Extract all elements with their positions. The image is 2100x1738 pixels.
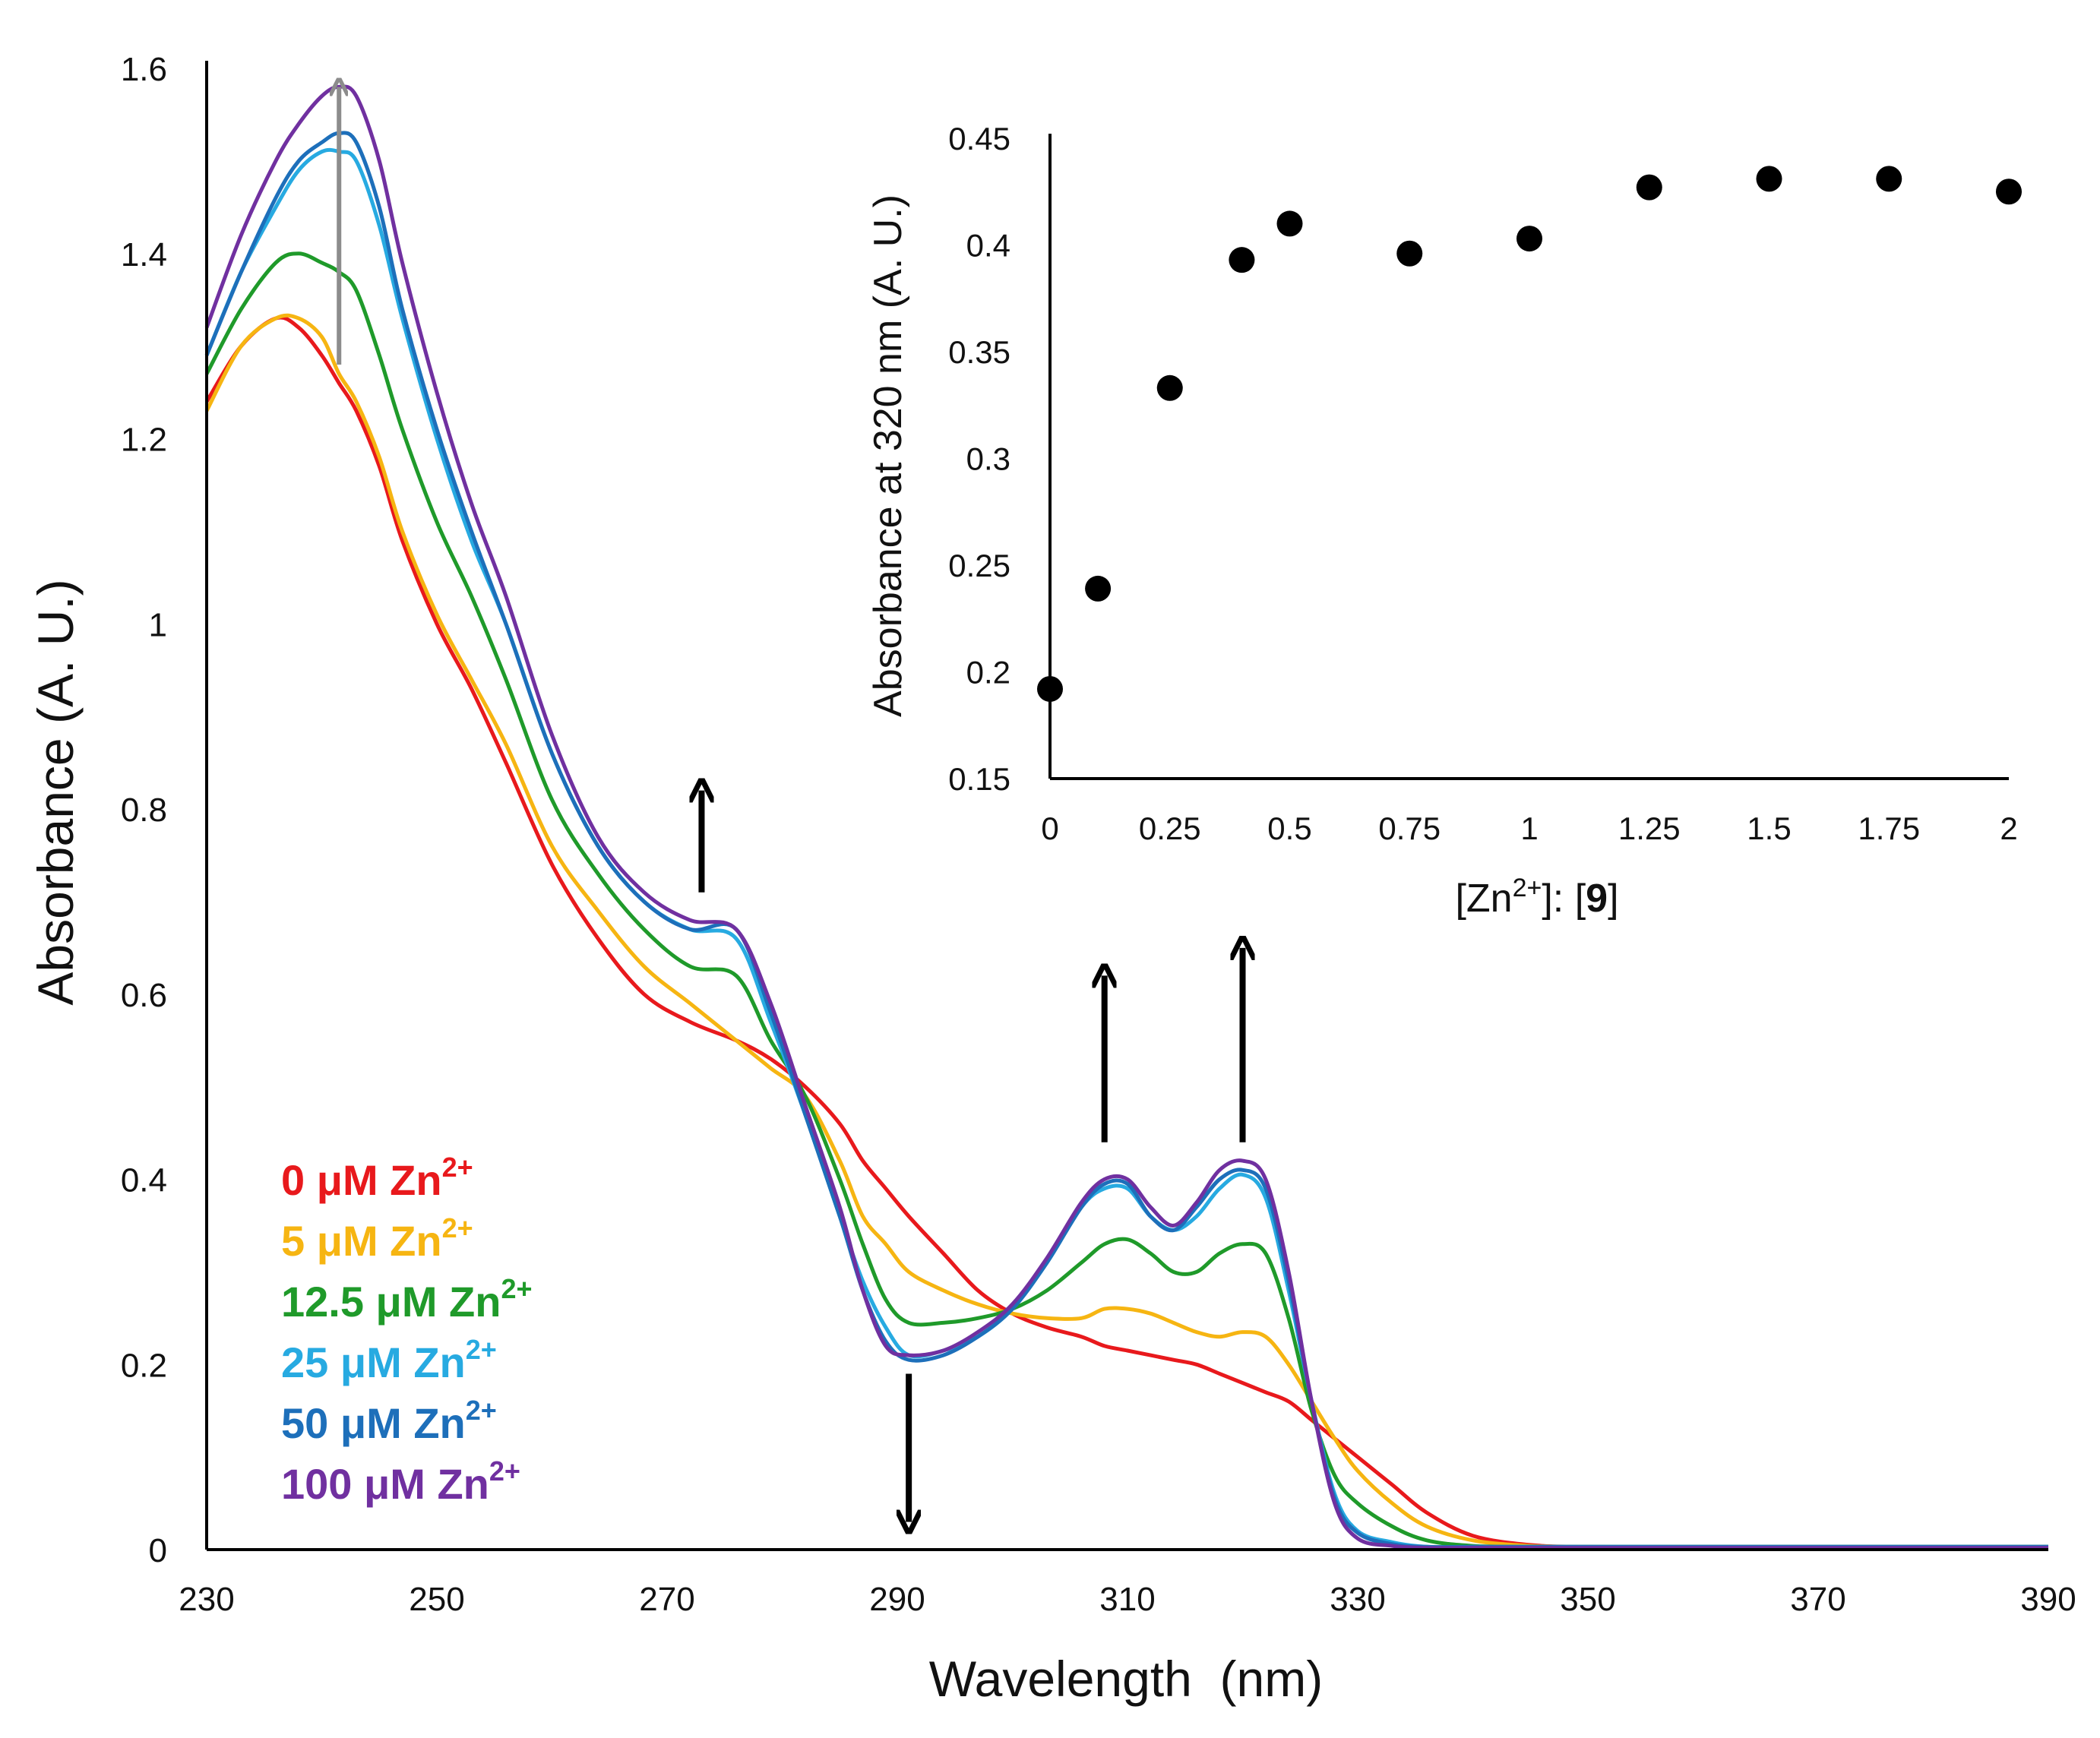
inset-x-tick-label: 0.25: [1139, 811, 1201, 846]
main-x-tick-label: 250: [409, 1581, 464, 1618]
legend-sup: 2+: [489, 1455, 520, 1487]
inset-y-tick-label: 0.3: [966, 441, 1010, 477]
main-y-tick-label: 1.4: [121, 236, 167, 273]
inset-data-point: [1156, 374, 1183, 401]
legend-unit: μM Zn: [305, 1217, 441, 1265]
legend-unit: μM Zn: [352, 1460, 489, 1508]
legend-value: 100: [281, 1460, 352, 1508]
inset-x-label-mid: ]: [: [1542, 877, 1586, 921]
legend-value: 25: [281, 1338, 328, 1386]
main-y-tick-label: 0.8: [121, 792, 167, 829]
legend-unit: μM Zn: [328, 1338, 465, 1386]
inset-data-point: [1996, 179, 2022, 205]
main-y-tick-label: 0.4: [121, 1162, 167, 1199]
legend-value: 50: [281, 1399, 328, 1447]
inset-y-tick-labels: 0.15 0.2 0.25 0.3 0.35 0.4 0.45: [948, 121, 1010, 797]
inset-y-tick-label: 0.45: [948, 121, 1010, 156]
main-x-tick-label: 370: [1790, 1581, 1845, 1618]
legend-unit: μM Zn: [305, 1156, 441, 1204]
main-y-tick-label: 0.6: [121, 977, 167, 1014]
inset-x-tick-label: 2: [2000, 811, 2017, 846]
inset-data-points: [1037, 166, 2022, 702]
inset-data-point: [1037, 675, 1063, 702]
inset-x-label-bold: 9: [1586, 877, 1608, 921]
inset-x-tick-label: 1.5: [1747, 811, 1791, 846]
main-y-tick-labels: 0 0.2 0.4 0.6 0.8 1 1.2 1.4 1.6: [121, 51, 167, 1569]
legend-sup: 2+: [501, 1273, 532, 1304]
trend-arrows: [339, 87, 1242, 1522]
main-x-tick-label: 390: [2020, 1581, 2076, 1618]
series-line-3: [204, 251, 2048, 1549]
main-x-tick-label: 350: [1560, 1581, 1615, 1618]
main-plot: 00.20.40.60.811.21.41.6 230 250 270 290 310 3…: [27, 51, 2076, 1707]
main-y-tick-label: 1: [149, 606, 167, 643]
legend-sup: 2+: [442, 1152, 473, 1183]
main-x-tick-label: 330: [1330, 1581, 1385, 1618]
main-y-tick-label: 0.2: [121, 1347, 167, 1384]
main-y-tick-label: 1.6: [121, 51, 167, 88]
legend-entry: 5 μM Zn2+: [281, 1212, 473, 1265]
legend-sup: 2+: [466, 1334, 497, 1365]
legend-entry: 12.5 μM Zn2+: [281, 1273, 533, 1326]
legend-value: 0: [281, 1156, 305, 1204]
legend-unit: μM Zn: [328, 1399, 465, 1447]
legend-entry: 100 μM Zn2+: [281, 1455, 520, 1508]
series-line-2: [204, 313, 2048, 1549]
legend-entry: 25 μM Zn2+: [281, 1334, 497, 1386]
main-x-tick-label: 270: [639, 1581, 694, 1618]
inset-x-label-sup: 2+: [1513, 874, 1542, 902]
main-x-axis-label: Wavelength (nm): [929, 1651, 1323, 1707]
inset-x-tick-labels: 0 0.25 0.5 0.75 1 1.25 1.5 1.75 2: [1041, 811, 2017, 846]
inset-x-tick-label: 0.75: [1378, 811, 1441, 846]
legend-sup: 2+: [442, 1212, 473, 1243]
main-y-axis-label: Absorbance (A. U.): [27, 579, 84, 1005]
inset-y-tick-label: 0.4: [966, 228, 1010, 264]
inset-data-point: [1636, 174, 1662, 201]
inset-y-tick-label: 0.25: [948, 548, 1010, 583]
legend-value: 12.5: [281, 1278, 364, 1326]
main-x-tick-label: 310: [1099, 1581, 1155, 1618]
legend-entry: 50 μM Zn2+: [281, 1395, 497, 1447]
inset-plot: 0.15 0.2 0.25 0.3 0.35 0.4 0.45 0 0.25 0.5 0.75 1 1…: [866, 121, 2022, 921]
inset-data-point: [1396, 240, 1423, 267]
inset-data-point: [1085, 575, 1112, 602]
main-x-tick-labels: 230 250 270 290 310 330 350 370 390: [179, 1581, 2076, 1618]
inset-data-point: [1876, 166, 1902, 192]
main-x-tick-label: 230: [179, 1581, 234, 1618]
legend-sup: 2+: [466, 1395, 497, 1426]
inset-data-point: [1516, 226, 1542, 252]
inset-x-tick-label: 1.75: [1858, 811, 1920, 846]
series-line-1: [204, 315, 2048, 1550]
inset-y-tick-label: 0.35: [948, 334, 1010, 370]
inset-data-point: [1276, 210, 1303, 237]
legend-entry: 0 μM Zn2+: [281, 1152, 473, 1204]
main-series-lines: [204, 84, 2048, 1550]
legend: 0 μM Zn2+5 μM Zn2+12.5 μM Zn2+25 μM Zn2+…: [281, 1152, 533, 1508]
inset-y-tick-label: 0.15: [948, 761, 1010, 797]
inset-x-tick-label: 0: [1041, 811, 1058, 846]
inset-y-axis-label: Absorbance at 320 nm (A. U.): [866, 194, 910, 717]
main-y-tick-label: 0: [149, 1532, 167, 1569]
inset-x-tick-label: 1: [1520, 811, 1538, 846]
series-line-6: [204, 84, 2048, 1550]
inset-x-tick-label: 0.5: [1267, 811, 1311, 846]
inset-x-tick-label: 1.25: [1618, 811, 1681, 846]
inset-x-label-suffix: ]: [1608, 877, 1618, 921]
inset-y-tick-label: 0.2: [966, 655, 1010, 690]
inset-x-label-prefix: [Zn: [1455, 877, 1512, 921]
inset-x-axis-label: [Zn2+]: [9]: [1455, 874, 1618, 921]
inset-data-point: [1229, 247, 1255, 273]
legend-unit: μM Zn: [364, 1278, 501, 1326]
main-y-tick-label: 1.2: [121, 422, 167, 459]
inset-data-point: [1756, 166, 1782, 192]
legend-value: 5: [281, 1217, 305, 1265]
main-x-tick-label: 290: [869, 1581, 925, 1618]
